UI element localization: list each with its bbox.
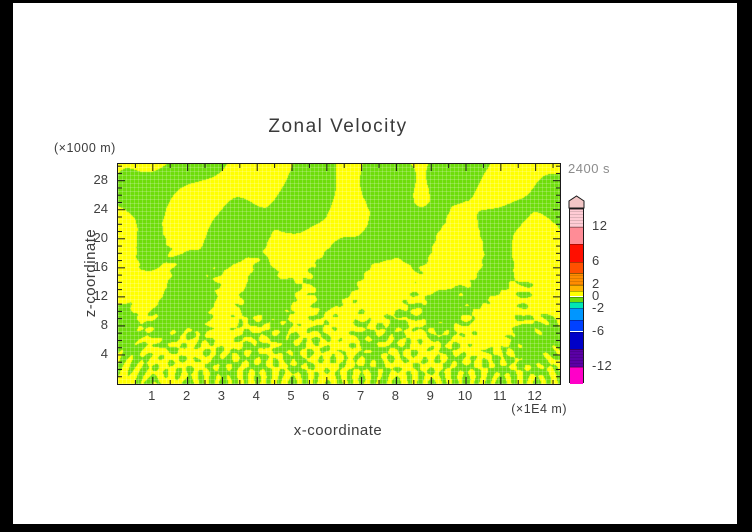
colorbar-label: -12 [592, 358, 613, 373]
colorbar-label: -2 [592, 299, 605, 315]
plot-area [117, 163, 561, 385]
y-tick-label: 28 [93, 171, 108, 187]
y-tick-label: 20 [93, 229, 108, 245]
x-tick-label: 1 [148, 388, 156, 403]
y-tick-label: 12 [93, 287, 108, 303]
colorbar [569, 208, 584, 384]
x-tick-label: 4 [252, 388, 260, 403]
colorbar-segment [570, 273, 583, 285]
colorbar-segment [570, 331, 583, 349]
colorbar-arrow-icon [568, 195, 585, 209]
x-tick-label: 5 [287, 388, 295, 403]
x-tick-label: 11 [493, 388, 507, 403]
colorbar-segment [570, 209, 583, 227]
colorbar-segment [570, 319, 583, 332]
y-tick-label: 24 [93, 200, 108, 216]
y-tick-label: 4 [100, 345, 108, 361]
x-tick-label: 8 [391, 388, 400, 403]
y-axis-unit-label: (×1000 m) [54, 141, 116, 155]
colorbar-label: 6 [592, 253, 600, 268]
colorbar-segment [570, 290, 583, 297]
x-tick-label: 2 [182, 388, 191, 403]
x-tick-label: 9 [426, 388, 434, 403]
colorbar-segment [570, 284, 583, 291]
colorbar-segment [570, 296, 583, 303]
x-tick-label: 10 [457, 388, 473, 403]
y-tick-label: 8 [100, 316, 108, 332]
colorbar-segment [570, 244, 583, 262]
colorbar-label: 12 [592, 218, 608, 233]
x-tick-label: 12 [527, 388, 542, 403]
time-annotation: 2400 s [568, 161, 611, 176]
colorbar-segment [570, 302, 583, 309]
x-axis-label: x-coordinate [293, 422, 383, 439]
y-tick-label: 16 [93, 258, 108, 274]
x-tick-label: 6 [322, 388, 330, 403]
colorbar-label: 2 [592, 276, 600, 292]
x-tick-label: 7 [356, 388, 365, 403]
colorbar-segment [570, 308, 583, 320]
x-axis-unit-label: (×1E4 m) [511, 402, 567, 416]
contour-field-canvas [118, 164, 560, 384]
x-tick-label: 3 [217, 388, 226, 403]
colorbar-label: -6 [592, 323, 605, 338]
axis-ticks [118, 164, 560, 384]
colorbar-segment [570, 349, 583, 367]
colorbar-segment [570, 366, 583, 384]
colorbar-segment [570, 226, 583, 244]
colorbar-segment [570, 261, 583, 274]
chart-title: Zonal Velocity [268, 116, 408, 137]
colorbar-label: 0 [592, 288, 600, 303]
